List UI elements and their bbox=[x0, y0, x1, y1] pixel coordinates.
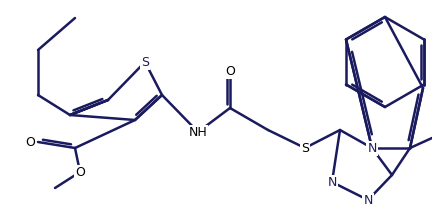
Text: N: N bbox=[363, 194, 373, 207]
Text: O: O bbox=[25, 136, 35, 149]
Text: NH: NH bbox=[189, 125, 207, 139]
Text: O: O bbox=[75, 165, 85, 178]
Text: O: O bbox=[225, 64, 235, 77]
Text: S: S bbox=[141, 55, 149, 68]
Text: N: N bbox=[327, 176, 337, 189]
Text: S: S bbox=[301, 141, 309, 154]
Text: N: N bbox=[367, 141, 377, 154]
